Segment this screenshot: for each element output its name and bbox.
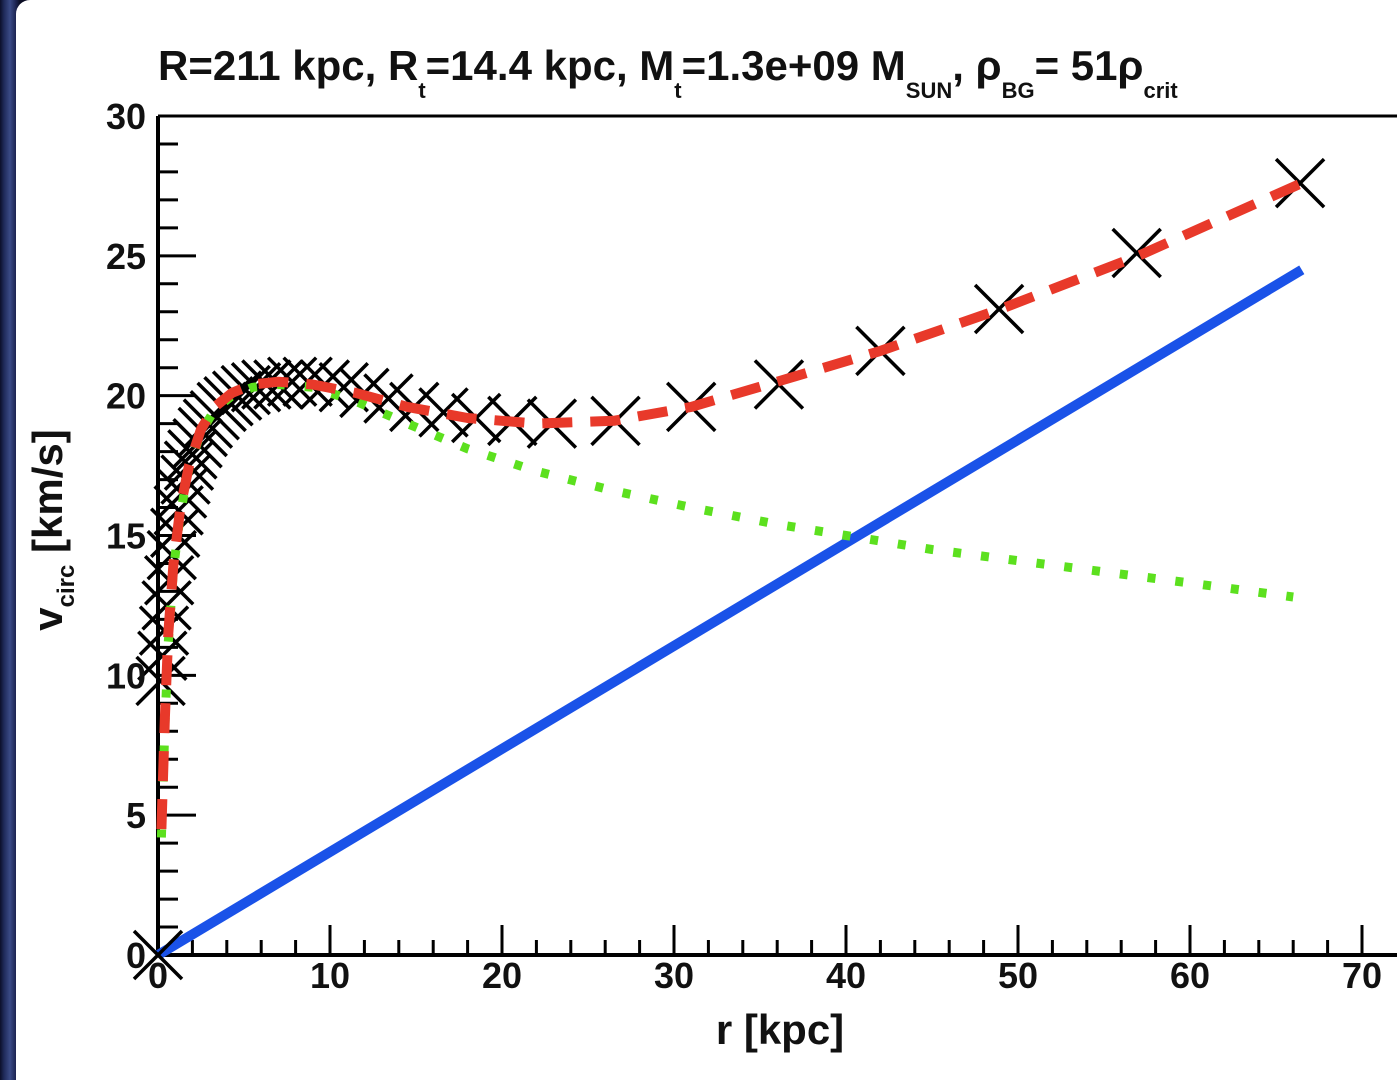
x-tick-label: 50 — [998, 955, 1038, 996]
title-part: t — [418, 78, 426, 103]
x-tick-label: 60 — [1170, 955, 1210, 996]
x-marker — [135, 655, 186, 707]
y-tick-label: 5 — [126, 795, 146, 836]
x-marker — [1274, 157, 1326, 209]
y-tick-label: 15 — [106, 516, 146, 557]
dashed-red-curve — [156, 178, 1304, 830]
title-part: BG — [1002, 78, 1035, 103]
x-marker — [1111, 227, 1162, 279]
x-tick-label: 40 — [826, 955, 866, 996]
y-tick-label: 0 — [126, 935, 146, 976]
x-marker — [153, 485, 204, 536]
y-tick-label: 30 — [106, 96, 146, 137]
x-tick-label: 30 — [654, 955, 694, 996]
x-marker — [220, 364, 271, 416]
x-marker — [973, 283, 1025, 335]
x-axis-label: r [kpc] — [716, 1006, 844, 1053]
x-marker — [137, 630, 188, 681]
title-part: SUN — [906, 78, 952, 103]
marker-series — [132, 157, 1326, 981]
y-axis-label: vcirc [km/s] — [24, 429, 80, 630]
title-part: =1.3e+09 M — [682, 42, 906, 89]
x-tick-label: 0 — [148, 955, 168, 996]
solid-blue-line — [155, 265, 1305, 960]
title-part: , ρ — [952, 42, 1001, 89]
x-marker — [132, 929, 184, 981]
title-part: R=211 kpc, R — [158, 42, 418, 89]
x-tick-label: 20 — [482, 955, 522, 996]
title-part: crit — [1143, 78, 1178, 103]
y-tick-label: 20 — [106, 376, 146, 417]
dotted-green-curve — [156, 380, 1294, 838]
y-tick-label: 25 — [106, 236, 146, 277]
title-part: = 51ρ — [1035, 42, 1144, 89]
title-part: =14.4 kpc, M — [426, 42, 675, 89]
y-tick-label: 10 — [106, 655, 146, 696]
x-tick-label: 10 — [310, 955, 350, 996]
title-part: t — [674, 78, 682, 103]
x-tick-label: 70 — [1342, 955, 1382, 996]
x-marker — [418, 387, 469, 438]
chart-title: R=211 kpc, Rt=14.4 kpc, Mt=1.3e+09 MSUN,… — [158, 42, 1178, 103]
